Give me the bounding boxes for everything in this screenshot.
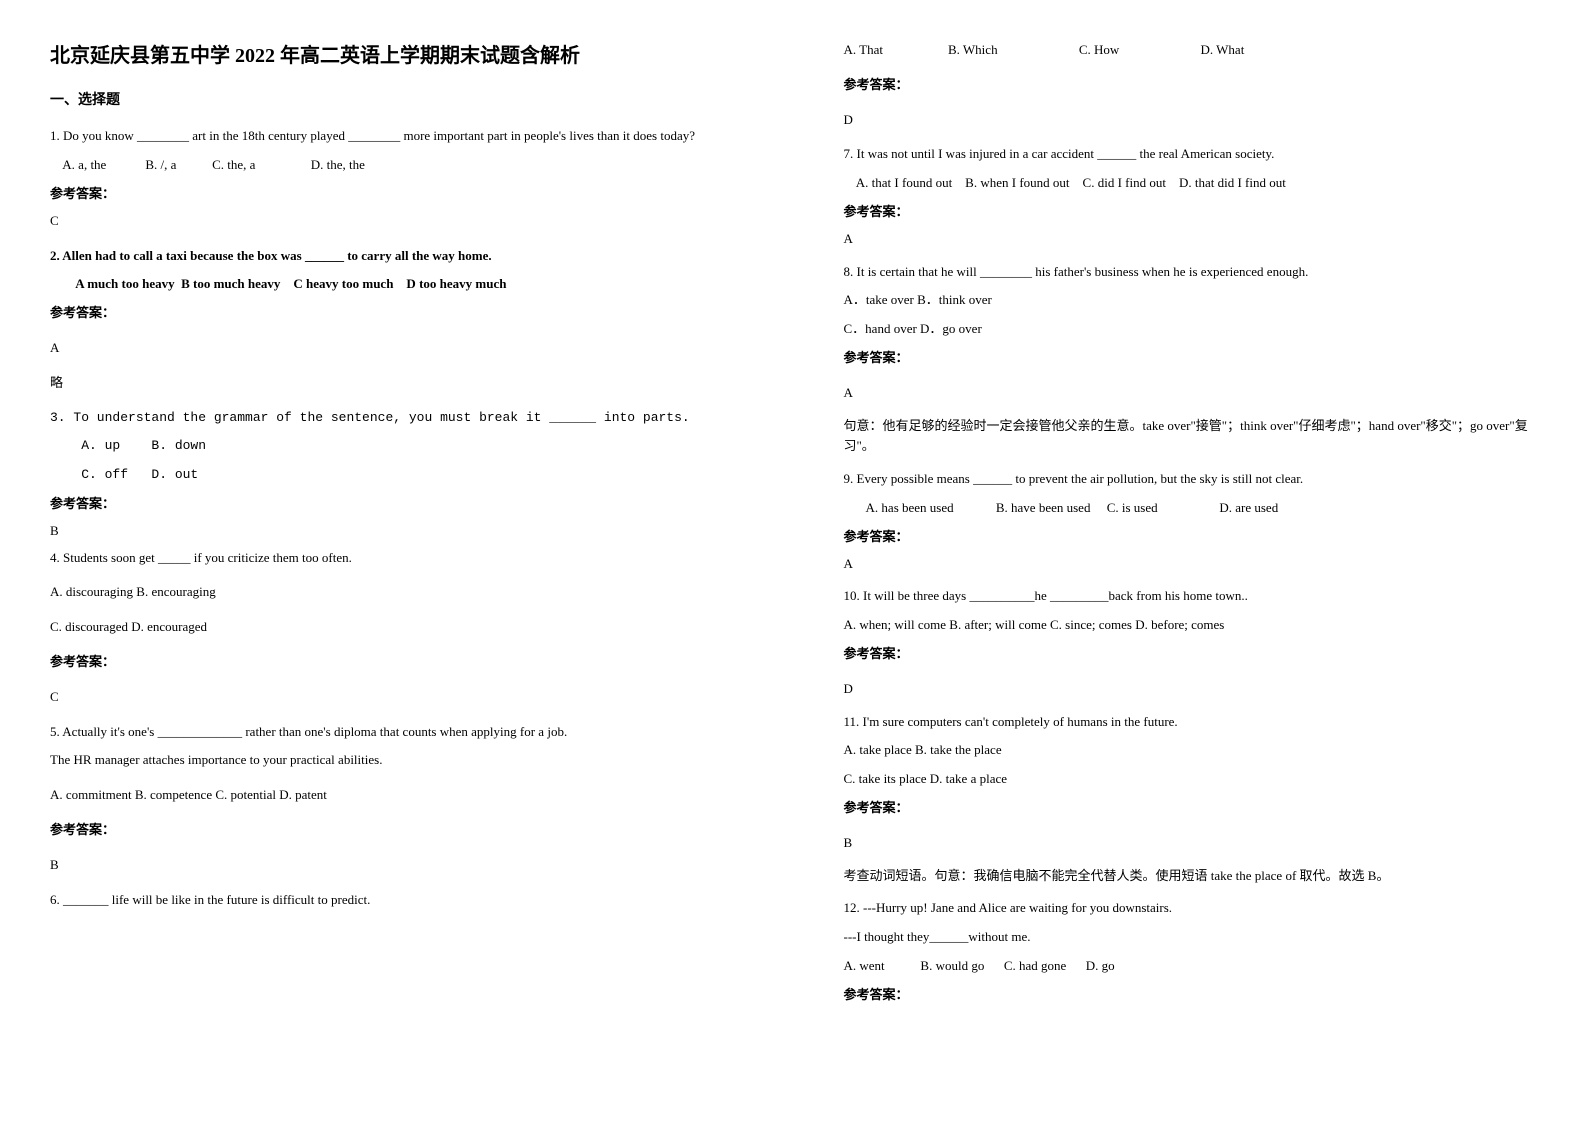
left-column: 北京延庆县第五中学 2022 年高二英语上学期期末试题含解析 一、选择题 1. … bbox=[0, 0, 794, 1122]
q4-ans-label: 参考答案： bbox=[50, 652, 744, 673]
q11-ans-label: 参考答案： bbox=[844, 798, 1538, 819]
q9-options: A. has been used B. have been used C. is… bbox=[844, 498, 1538, 519]
q4-text: 4. Students soon get _____ if you critic… bbox=[50, 548, 744, 569]
q3-ans-label: 参考答案： bbox=[50, 494, 744, 515]
q6-text: 6. _______ life will be like in the futu… bbox=[50, 890, 744, 911]
q6-ans-label: 参考答案： bbox=[844, 75, 1538, 96]
q10-text: 10. It will be three days __________he _… bbox=[844, 586, 1538, 607]
q10-ans: D bbox=[844, 679, 1538, 700]
q11-ans: B bbox=[844, 833, 1538, 854]
q9-text: 9. Every possible means ______ to preven… bbox=[844, 469, 1538, 490]
q1-ans-label: 参考答案： bbox=[50, 184, 744, 205]
q12-ans-label: 参考答案： bbox=[844, 985, 1538, 1006]
q2-text: 2. Allen had to call a taxi because the … bbox=[50, 246, 744, 267]
q4-options1: A. discouraging B. encouraging bbox=[50, 582, 744, 603]
q3-options2: C. off D. out bbox=[50, 465, 744, 486]
q7-ans-label: 参考答案： bbox=[844, 202, 1538, 223]
doc-title: 北京延庆县第五中学 2022 年高二英语上学期期末试题含解析 bbox=[50, 40, 744, 72]
q9-ans-label: 参考答案： bbox=[844, 527, 1538, 548]
q7-options: A. that I found out B. when I found out … bbox=[844, 173, 1538, 194]
q7-ans: A bbox=[844, 229, 1538, 250]
q11-explain: 考查动词短语。句意：我确信电脑不能完全代替人类。使用短语 take the pl… bbox=[844, 866, 1538, 887]
q1-ans: C bbox=[50, 211, 744, 232]
q11-options2: C. take its place D. take a place bbox=[844, 769, 1538, 790]
q3-ans: B bbox=[50, 521, 744, 542]
q3-text: 3. To understand the grammar of the sent… bbox=[50, 408, 744, 429]
section-heading: 一、选择题 bbox=[50, 90, 744, 112]
q8-ans: A bbox=[844, 383, 1538, 404]
q2-ans-label: 参考答案： bbox=[50, 303, 744, 324]
q10-options: A. when; will come B. after; will come C… bbox=[844, 615, 1538, 636]
q5-ans: B bbox=[50, 855, 744, 876]
q2-note: 略 bbox=[50, 373, 744, 394]
q4-ans: C bbox=[50, 687, 744, 708]
q6-ans: D bbox=[844, 110, 1538, 131]
q5-ans-label: 参考答案： bbox=[50, 820, 744, 841]
right-column: A. That B. Which C. How D. What 参考答案： D … bbox=[794, 0, 1587, 1122]
q7-text: 7. It was not until I was injured in a c… bbox=[844, 144, 1538, 165]
q1-options: A. a, the B. /, a C. the, a D. the, the bbox=[50, 155, 744, 176]
q3-options1: A. up B. down bbox=[50, 436, 744, 457]
q8-options2: C．hand over D．go over bbox=[844, 319, 1538, 340]
q11-options1: A. take place B. take the place bbox=[844, 740, 1538, 761]
q2-options: A much too heavy B too much heavy C heav… bbox=[50, 274, 744, 295]
q11-text: 11. I'm sure computers can't completely … bbox=[844, 712, 1538, 733]
q12-text1: 12. ---Hurry up! Jane and Alice are wait… bbox=[844, 898, 1538, 919]
q5-options: A. commitment B. competence C. potential… bbox=[50, 785, 744, 806]
q6-options: A. That B. Which C. How D. What bbox=[844, 40, 1538, 61]
q8-options1: A．take over B．think over bbox=[844, 290, 1538, 311]
q5-text2: The HR manager attaches importance to yo… bbox=[50, 750, 744, 771]
q9-ans: A bbox=[844, 554, 1538, 575]
q12-text2: ---I thought they______without me. bbox=[844, 927, 1538, 948]
q1-text: 1. Do you know ________ art in the 18th … bbox=[50, 126, 744, 147]
q8-text: 8. It is certain that he will ________ h… bbox=[844, 262, 1538, 283]
q8-ans-label: 参考答案： bbox=[844, 348, 1538, 369]
q2-ans: A bbox=[50, 338, 744, 359]
q8-explain: 句意：他有足够的经验时一定会接管他父亲的生意。take over"接管"；thi… bbox=[844, 416, 1538, 458]
q5-text1: 5. Actually it's one's _____________ rat… bbox=[50, 722, 744, 743]
q10-ans-label: 参考答案： bbox=[844, 644, 1538, 665]
q4-options2: C. discouraged D. encouraged bbox=[50, 617, 744, 638]
q12-options: A. went B. would go C. had gone D. go bbox=[844, 956, 1538, 977]
